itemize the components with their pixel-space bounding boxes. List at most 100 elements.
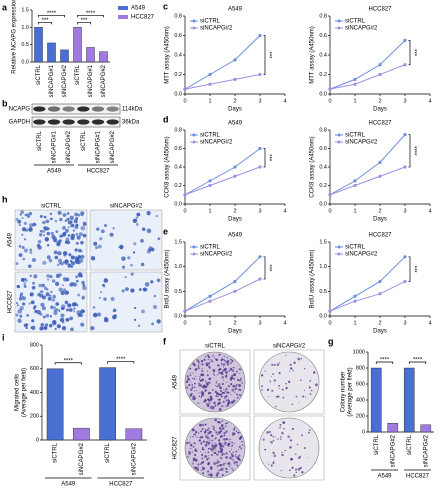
series-line (329, 256, 406, 312)
colony (234, 455, 237, 457)
blot-band (91, 119, 105, 125)
x-tick-label: 4 (283, 208, 286, 214)
chart-title: HCC827 (368, 121, 392, 127)
colony (307, 431, 310, 434)
significance-label: **** (116, 357, 126, 363)
cell (70, 261, 76, 266)
colony (189, 394, 192, 397)
cell (68, 308, 73, 312)
colony (201, 453, 204, 456)
colony (280, 436, 282, 438)
x-tick-label: 3 (403, 320, 406, 326)
colony (216, 364, 220, 367)
blot-band (47, 119, 61, 125)
legend-label: siCTRL (345, 19, 366, 25)
colony (222, 463, 225, 466)
colony (272, 439, 275, 442)
colony (272, 461, 275, 465)
colony (224, 390, 227, 392)
point (403, 255, 407, 259)
colony (295, 471, 297, 474)
colony (310, 389, 313, 392)
colony (220, 404, 224, 408)
colony (219, 446, 222, 449)
cell (65, 237, 70, 242)
cell (80, 322, 85, 327)
cell (58, 273, 62, 277)
cell (70, 236, 75, 241)
y-tick-label: 200 (30, 414, 39, 420)
colony (225, 422, 227, 425)
y-tick-label: 0 (362, 429, 365, 435)
colony (278, 362, 281, 364)
significance-bracket (408, 40, 411, 66)
cell (16, 304, 19, 307)
legend-label: HCC827 (131, 15, 155, 21)
colony (222, 358, 225, 361)
cell (81, 309, 86, 313)
cell (25, 323, 29, 327)
colony (236, 393, 238, 396)
cell (67, 263, 72, 268)
y-tick-label: 1.5 (21, 7, 29, 13)
colony (226, 356, 229, 359)
cell (40, 322, 45, 327)
bar (46, 368, 64, 441)
group-label: HCC827 (109, 482, 133, 488)
colony (283, 427, 286, 430)
colony (217, 450, 220, 453)
colony (261, 389, 263, 391)
colony (280, 470, 282, 472)
colony (214, 451, 217, 455)
point (258, 165, 262, 169)
colony (199, 379, 202, 382)
colony (191, 451, 194, 453)
cell (81, 296, 85, 300)
panel-letter: b (2, 98, 8, 108)
cell (56, 263, 60, 267)
colony (188, 453, 190, 456)
y-tick-label: 0.0 (21, 59, 29, 65)
colony (211, 360, 214, 363)
cell (133, 242, 137, 246)
colony (225, 430, 228, 433)
cell (60, 313, 65, 318)
panel-letter: d (163, 114, 169, 124)
y-axis-label: Colony number (341, 372, 347, 413)
series-line (184, 35, 261, 90)
cell (17, 318, 22, 323)
y-axis-label: CCK8 assay (A450nm) (310, 136, 316, 197)
colony (212, 368, 216, 372)
colony (288, 370, 291, 372)
blot-band (77, 119, 90, 125)
colony (200, 451, 202, 453)
x-tick-label: siNCAPG#2 (79, 442, 85, 475)
cell (136, 212, 141, 217)
cell (37, 239, 42, 244)
cell (32, 222, 36, 227)
cell (39, 233, 43, 237)
bar (86, 47, 95, 63)
colony (219, 456, 223, 460)
colony (260, 374, 264, 377)
x-tick-label: siNCAPG#2 (423, 434, 429, 467)
cell (19, 306, 24, 311)
colony (236, 396, 239, 399)
x-tick-label: 0 (183, 98, 186, 104)
cell (155, 214, 159, 218)
colony (233, 442, 235, 445)
colony (221, 357, 223, 359)
row-label: HCC827 (8, 290, 14, 314)
cell (38, 283, 43, 288)
cell (44, 323, 49, 327)
cell (62, 213, 67, 217)
colony (209, 367, 211, 369)
cell (109, 232, 114, 237)
colony (230, 383, 233, 386)
colony (269, 381, 271, 383)
group-label: A549 (47, 169, 62, 175)
cell (32, 281, 36, 285)
legend-label: siNCAPG#2 (345, 140, 378, 146)
cell (23, 284, 27, 288)
cell (64, 219, 68, 222)
